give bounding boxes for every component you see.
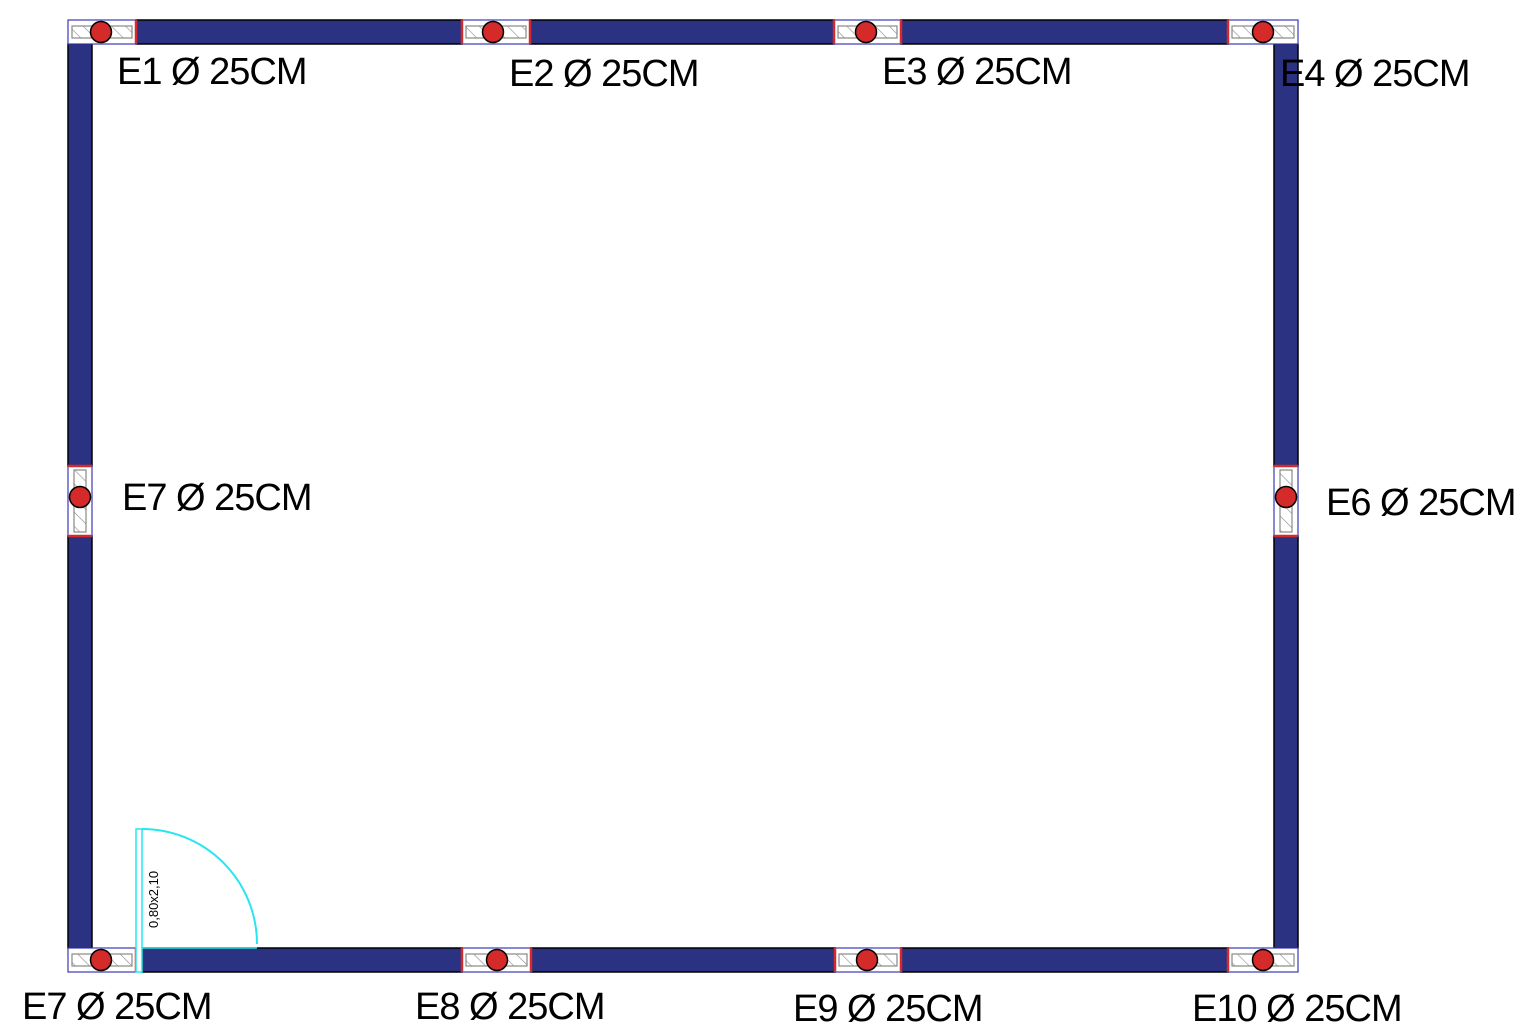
wall-right-1 [1273, 43, 1299, 467]
post-label-E9: E9 Ø 25CM [793, 988, 983, 1030]
wall-left-1 [67, 43, 93, 467]
wall-bottom-2 [530, 947, 836, 973]
post-label-E2: E2 Ø 25CM [509, 53, 699, 95]
post-E3-icon [854, 20, 878, 44]
post-E9-icon [855, 948, 879, 972]
door-dimension-label: 0,80x2,10 [146, 871, 161, 928]
post-label-E6: E6 Ø 25CM [1326, 482, 1516, 524]
wall-top-2 [529, 19, 835, 45]
post-label-E10: E10 Ø 25CM [1192, 988, 1402, 1030]
post-label-E7-bottom: E7 Ø 25CM [22, 986, 212, 1028]
walls [67, 19, 1299, 973]
wall-left-2 [67, 535, 93, 949]
posts [68, 20, 1298, 972]
door-leaf [135, 828, 143, 973]
post-labels: E1 Ø 25CM E2 Ø 25CM E3 Ø 25CM E4 Ø 25CM … [22, 51, 1517, 1030]
door-arc [141, 828, 258, 945]
post-label-E4: E4 Ø 25CM [1280, 53, 1470, 95]
wall-bottom-3 [900, 947, 1229, 973]
post-label-E8: E8 Ø 25CM [415, 986, 605, 1028]
post-E1-icon [89, 20, 113, 44]
wall-bottom-1 [141, 947, 463, 973]
wall-right-2 [1273, 535, 1299, 949]
post-label-E7-left: E7 Ø 25CM [122, 477, 312, 519]
post-E4-icon [1251, 20, 1275, 44]
post-E6-icon [1274, 485, 1298, 509]
wall-top-1 [135, 19, 463, 45]
door-swing-icon [135, 828, 258, 973]
post-label-E3: E3 Ø 25CM [882, 51, 1072, 93]
post-label-E1: E1 Ø 25CM [117, 51, 307, 93]
post-E8-icon [485, 948, 509, 972]
post-E7-bottom-icon [89, 948, 113, 972]
post-E10-icon [1251, 948, 1275, 972]
post-E7-left-icon [68, 485, 92, 509]
wall-top-3 [900, 19, 1229, 45]
post-E2-icon [481, 20, 505, 44]
